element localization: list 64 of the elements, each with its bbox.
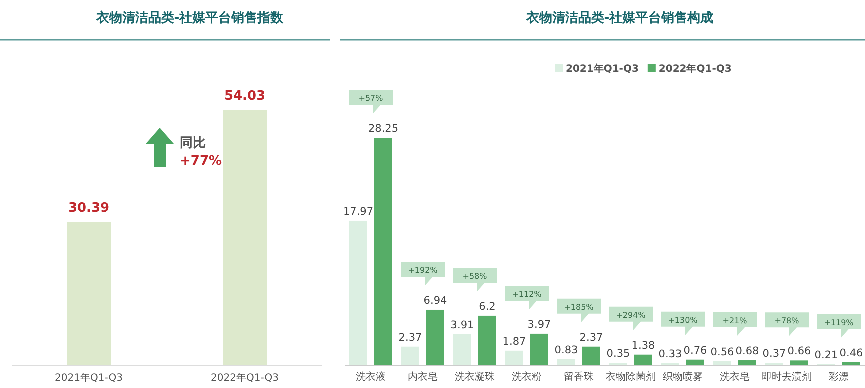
annotation: 同比 — [180, 136, 206, 151]
bar — [454, 334, 472, 366]
data-label: 0.66 — [788, 346, 812, 358]
bar — [582, 346, 600, 366]
data-label: 0.33 — [658, 348, 682, 360]
x-tick-label: 彩漂 — [829, 371, 849, 383]
annotation: +185% — [564, 302, 594, 312]
data-label: 0.68 — [736, 346, 760, 358]
bar — [478, 316, 496, 366]
x-tick-label: 洗衣凝珠 — [455, 371, 495, 383]
data-label: 6.94 — [424, 294, 448, 307]
x-tick-label: 内衣皂 — [408, 371, 438, 383]
data-label: 1.87 — [502, 336, 526, 348]
x-tick-label: 留香珠 — [564, 371, 594, 383]
data-label: 3.97 — [528, 318, 552, 331]
data-label: 0.35 — [606, 348, 630, 360]
data-label: 17.97 — [343, 206, 374, 218]
annotation: +21% — [722, 316, 748, 326]
bar — [426, 310, 444, 366]
chart-title: 衣物清洁品类-社媒平台销售构成 — [525, 10, 714, 26]
data-label: 2.37 — [398, 332, 422, 344]
data-label: 1.38 — [632, 340, 656, 352]
data-label: 0.83 — [554, 344, 578, 356]
bar — [530, 334, 548, 366]
bar — [634, 354, 652, 366]
x-tick-label: 即时去渍剂 — [762, 371, 812, 383]
data-label: 0.56 — [710, 346, 735, 358]
annotation: +77% — [180, 154, 222, 169]
annotation: +119% — [824, 318, 854, 328]
bar — [790, 360, 808, 366]
data-label: 6.2 — [479, 300, 496, 313]
bar — [350, 220, 368, 366]
annotation: +130% — [668, 316, 698, 325]
x-tick-label: 衣物除菌剂 — [606, 371, 656, 383]
data-label: 2.37 — [580, 332, 604, 344]
bar — [402, 346, 420, 366]
annotation: +58% — [462, 272, 488, 281]
legend-label: 2021年Q1-Q3 — [566, 63, 639, 75]
annotation: +112% — [512, 290, 542, 299]
x-tick-label: 洗衣粉 — [512, 371, 542, 383]
x-tick-label: 织物喷雾 — [663, 371, 703, 383]
text: +57% — [358, 94, 384, 103]
data-label: 0.21 — [814, 349, 838, 362]
bar — [738, 360, 756, 366]
x-tick-label: 2022年Q1-Q3 — [211, 372, 279, 384]
bar — [506, 350, 524, 366]
data-label: 3.91 — [450, 319, 474, 332]
annotation: +192% — [408, 266, 438, 275]
data-label: 30.39 — [68, 201, 110, 216]
x-tick-label: 2021年Q1-Q3 — [55, 372, 123, 384]
data-label: 28.25 — [368, 123, 399, 135]
chart-title: 衣物清洁品类-社媒平台销售指数 — [95, 10, 285, 26]
data-label: 0.76 — [684, 344, 708, 357]
data-label: 54.03 — [224, 89, 266, 104]
x-tick-label: 洗衣皂 — [720, 371, 750, 383]
x-tick-label: 洗衣液 — [356, 371, 386, 383]
bar — [374, 138, 392, 366]
bar — [558, 359, 576, 366]
annotation: +294% — [616, 310, 646, 320]
legend-label: 2022年Q1-Q3 — [658, 63, 732, 75]
bar — [686, 360, 704, 366]
annotation: +78% — [774, 316, 800, 326]
data-label: 0.46 — [840, 347, 864, 360]
data-label: 0.37 — [762, 348, 786, 360]
